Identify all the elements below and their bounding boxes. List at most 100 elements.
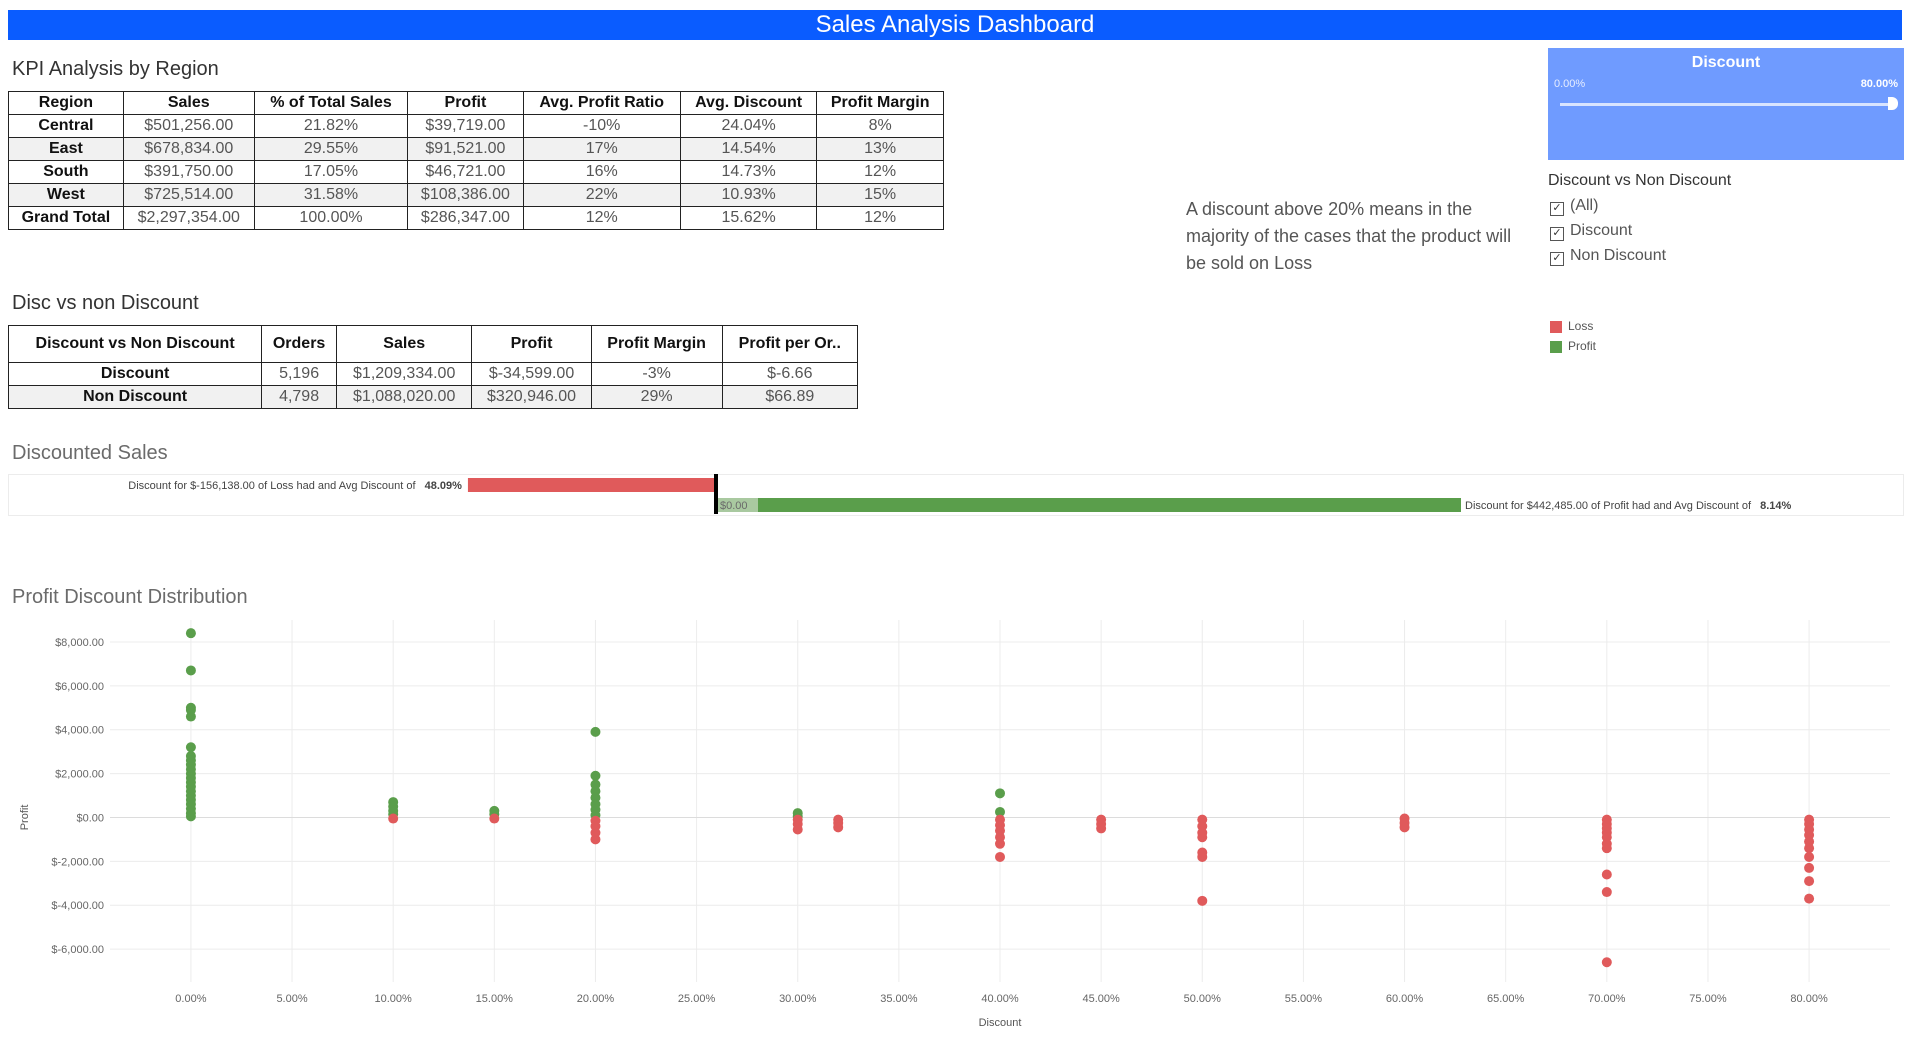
x-tick-label: 40.00%: [981, 993, 1019, 1005]
table-cell: $678,834.00: [122, 137, 255, 161]
y-tick-label: $4,000.00: [55, 725, 104, 737]
table-cell: 29%: [590, 385, 723, 409]
y-tick-label: $-4,000.00: [51, 900, 104, 912]
profit-point: [590, 726, 601, 737]
y-tick-label: $-6,000.00: [51, 944, 104, 956]
table-row: Discount 5,196 $1,209,334.00 $-34,599.00 -3%…: [7, 362, 859, 386]
legend-item-loss: Loss: [1550, 319, 1593, 333]
x-tick-label: 65.00%: [1487, 993, 1525, 1005]
y-tick-label: $0.00: [76, 812, 104, 824]
x-tick-label: 60.00%: [1386, 993, 1424, 1005]
row-header-cell: Non Discount: [7, 385, 263, 409]
table-cell: $108,386.00: [407, 183, 524, 207]
discount-filter-min: 0.00%: [1554, 78, 1586, 90]
table-cell: $1,088,020.00: [335, 385, 473, 409]
checkbox-checked-icon[interactable]: ✓: [1550, 252, 1564, 266]
loss-point: [1399, 822, 1410, 833]
loss-point: [1197, 851, 1208, 862]
checkbox-checked-icon[interactable]: ✓: [1550, 227, 1564, 241]
kpi-col-header: Avg. Profit Ratio: [522, 91, 681, 115]
disc-vs-nondiscount-table: Discount vs Non Discount Orders Sales Profi…: [7, 325, 859, 409]
kpi-col-header: Avg. Discount: [679, 91, 818, 115]
row-header-cell: Central: [8, 114, 124, 138]
table-cell: 13%: [816, 137, 944, 161]
loss-point: [1197, 832, 1208, 843]
table-row: East $678,834.00 29.55% $91,521.00 17% 14.54%…: [8, 137, 944, 161]
filter-option-discount[interactable]: ✓ Discount: [1550, 220, 1632, 242]
table-cell: 22%: [522, 183, 681, 207]
y-tick-label: $8,000.00: [55, 637, 104, 649]
kpi-col-header: Sales: [122, 91, 255, 115]
profit-point: [185, 742, 196, 753]
table-cell: $39,719.00: [407, 114, 524, 138]
disc_table-col-header: Discount vs Non Discount: [7, 325, 263, 363]
profit-point: [185, 665, 196, 676]
discount-filter-max: 80.00%: [1860, 78, 1898, 90]
discount-filter-label: Discount: [1691, 54, 1761, 71]
discount-range-filter[interactable]: Discount 0.00% 80.00%: [1548, 48, 1904, 160]
x-tick-label: 10.00%: [375, 993, 413, 1005]
table-row: Central $501,256.00 21.82% $39,719.00 -10% 24…: [8, 114, 944, 138]
table-cell: -3%: [590, 362, 723, 386]
loss-point: [995, 851, 1005, 862]
row-header-cell: South: [8, 160, 124, 184]
table-cell: $725,514.00: [122, 183, 255, 207]
loss-point: [388, 813, 399, 824]
x-tick-label: 45.00%: [1082, 993, 1120, 1005]
discount-slider-track[interactable]: [1560, 103, 1892, 106]
loss-point: [792, 824, 803, 835]
loss-point: [1601, 869, 1612, 880]
loss-point: [833, 822, 844, 833]
filter-option-non-discount[interactable]: ✓ Non Discount: [1550, 245, 1666, 267]
loss-point: [995, 838, 1005, 849]
table-cell: 24.04%: [679, 114, 818, 138]
loss-point: [1804, 893, 1815, 904]
row-header-cell: West: [8, 183, 124, 207]
insight-note: A discount above 20% means in the majori…: [1186, 199, 1512, 273]
table-cell: 17.05%: [253, 160, 409, 184]
table-cell: -10%: [522, 114, 681, 138]
kpi-col-header: Region: [8, 91, 124, 115]
row-header-cell: Discount: [7, 362, 263, 386]
kpi-section-title: KPI Analysis by Region: [12, 58, 219, 80]
profit-discount-scatter: 0.00% 5.00% 10.00% 15.00% 20.00% 25.00% 30.00%…: [19, 620, 1890, 1029]
x-tick-label: 0.00%: [175, 993, 206, 1005]
disc_table-col-header: Profit: [471, 325, 592, 363]
x-tick-label: 30.00%: [779, 993, 817, 1005]
loss-point: [1804, 843, 1815, 854]
disc_table-col-header: Orders: [261, 325, 337, 363]
filter-option-all[interactable]: ✓ (All): [1550, 195, 1598, 217]
loss-point: [489, 813, 500, 824]
y-tick-label: $-2,000.00: [51, 856, 104, 868]
loss-bar: [467, 478, 716, 492]
zero-label-bg: [716, 498, 758, 512]
table-cell: $391,750.00: [122, 160, 255, 184]
kpi-col-header: Profit Margin: [816, 91, 944, 115]
loss-point: [1096, 823, 1107, 834]
loss-point: [1804, 862, 1815, 873]
profit-point: [995, 788, 1005, 799]
disc-section-title: Disc vs non Discount: [12, 292, 199, 314]
table-cell: $66.89: [721, 385, 859, 409]
table-cell: 17%: [522, 137, 681, 161]
table-cell: 4,798: [261, 385, 337, 409]
checkbox-checked-icon[interactable]: ✓: [1550, 202, 1564, 216]
loss-point: [1601, 843, 1612, 854]
scatter-title: Profit Discount Distribution: [12, 586, 248, 608]
profit-point: [185, 628, 196, 639]
table-cell: 14.54%: [679, 137, 818, 161]
table-cell: 8%: [816, 114, 944, 138]
x-tick-label: 5.00%: [276, 993, 307, 1005]
x-tick-label: 55.00%: [1285, 993, 1323, 1005]
loss-point: [590, 834, 601, 845]
table-cell: $501,256.00: [122, 114, 255, 138]
row-header-cell: East: [8, 137, 124, 161]
dashboard-title: Sales Analysis Dashboard: [8, 10, 1902, 40]
dvn-filter-title: Discount vs Non Discount: [1548, 172, 1732, 189]
y-tick-label: $6,000.00: [55, 681, 104, 693]
legend-swatch-profit: [1550, 340, 1562, 353]
table-row: South $391,750.00 17.05% $46,721.00 16% 14.73…: [8, 160, 944, 184]
discount-slider-handle[interactable]: [1888, 97, 1898, 110]
table-cell: 31.58%: [253, 183, 409, 207]
profit-point: [590, 770, 601, 781]
